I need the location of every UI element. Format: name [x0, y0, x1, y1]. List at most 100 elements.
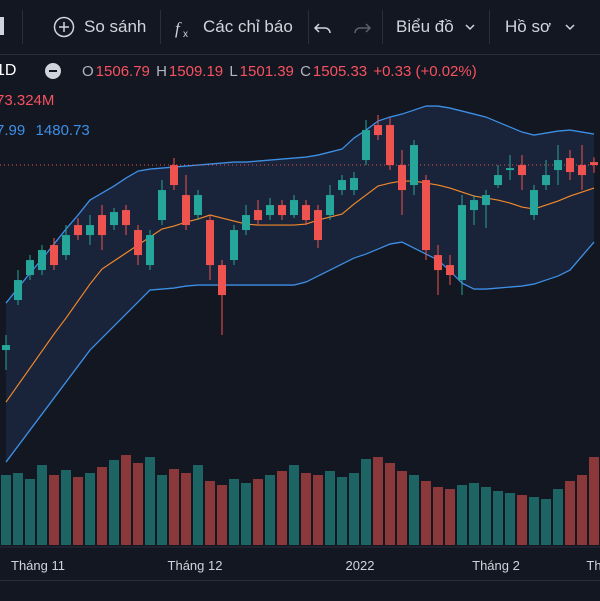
x-tick-label: Tháng 12: [168, 558, 223, 573]
interval: 1D: [0, 62, 17, 79]
compare-button[interactable]: So sánh: [84, 17, 147, 36]
volume-bar: [457, 485, 467, 545]
profile-button[interactable]: Hồ sơ: [505, 17, 552, 36]
candle-body: [410, 145, 418, 186]
volume-bar: [373, 457, 383, 545]
label: C: [300, 63, 311, 80]
indicator-icon: x: [183, 29, 188, 40]
caret: [565, 24, 575, 31]
label: O: [82, 63, 94, 80]
volume-bar: [109, 460, 119, 545]
volume-bar: [157, 475, 167, 545]
candle-body: [398, 165, 406, 191]
candle-body: [62, 235, 70, 256]
candle-body: [422, 180, 430, 251]
candle-body: [578, 165, 586, 176]
undo-icon[interactable]: [313, 23, 331, 34]
candle-body: [122, 210, 130, 226]
volume-bar: [589, 457, 599, 545]
candle-body: [518, 165, 526, 176]
candle-body: [50, 245, 58, 266]
candle-body: [86, 225, 94, 236]
candle-body: [446, 265, 454, 276]
chart-type-button[interactable]: Biểu đồ: [396, 17, 454, 36]
volume-bar: [265, 475, 275, 545]
candle-body: [386, 125, 394, 166]
bb-middle: [5, 180, 595, 403]
volume-bar: [565, 481, 575, 545]
volume-bar: [421, 481, 431, 545]
volume-bar: [289, 465, 299, 545]
volume-bar: [241, 483, 251, 545]
compare-icon[interactable]: [53, 16, 75, 38]
volume-bar: [205, 481, 215, 545]
candle-body: [542, 175, 550, 186]
candle-body: [530, 190, 538, 216]
volume-bar: [49, 475, 59, 545]
volume-bar: [493, 491, 503, 545]
candle-body: [134, 230, 142, 256]
volume-bar: [13, 473, 23, 545]
volume-bar: [25, 479, 35, 545]
volume-bar: [61, 470, 71, 545]
candle-body: [470, 200, 478, 211]
volume-bar: [145, 457, 155, 545]
volume-bar: [397, 471, 407, 545]
candle-body: [230, 230, 238, 261]
volume-bar: [481, 487, 491, 545]
volume-bar: [85, 473, 95, 545]
indicator-icon[interactable]: f: [175, 19, 182, 38]
candle-body: [338, 180, 346, 191]
bb-values: 7.99 1480.73: [0, 122, 92, 139]
separator: [489, 10, 490, 44]
volume-bar: [97, 467, 107, 545]
indicators-button[interactable]: Các chỉ báo: [203, 17, 293, 36]
toolbar: f x So sánh Các chỉ báo Biểu đồ Hồ sơ: [0, 0, 600, 55]
value: 1509.19: [168, 63, 224, 80]
value: 1505.33: [312, 63, 368, 80]
candle-body: [110, 212, 118, 226]
candle-body: [278, 205, 286, 216]
collapse-button[interactable]: [45, 63, 61, 79]
compare-icon: [59, 22, 69, 32]
candle-body: [194, 195, 202, 216]
candle-body: [314, 210, 322, 241]
volume-bar: [349, 473, 359, 545]
candle-body: [146, 235, 154, 266]
volume-bar: [37, 465, 47, 545]
candle-body: [170, 165, 178, 186]
candle-body: [158, 190, 166, 221]
icon: [0, 17, 4, 35]
separator: [382, 10, 383, 44]
value: 1480.73: [35, 122, 90, 139]
redo-icon[interactable]: [354, 23, 372, 34]
volume-bar: [433, 487, 443, 545]
candle-body: [182, 195, 190, 226]
candle-body: [218, 265, 226, 296]
volume-bar: [337, 477, 347, 545]
volume-bar: [445, 489, 455, 545]
ohlc-row: 1D: [0, 62, 18, 80]
volume-bar: [541, 499, 551, 545]
candle-body: [590, 162, 598, 165]
bb-lower: [5, 241, 595, 463]
band-fill: [6, 106, 594, 463]
ohlc: O 1506.79 H 1509.19 L 1501.39 C 1505.33 +0.3…: [82, 63, 479, 80]
x-tick-label: Tháng 11: [11, 558, 65, 573]
candle-body: [14, 280, 22, 301]
volume-bar: [505, 493, 515, 545]
volume-bar: [409, 475, 419, 545]
volume-bar: [1, 475, 11, 545]
candle-body: [566, 158, 574, 173]
candle-body: [434, 255, 442, 271]
candle-body: [494, 175, 502, 186]
candle-body: [2, 345, 10, 351]
candle-body: [38, 250, 46, 271]
bottom-bar: [0, 580, 600, 601]
candle-body: [326, 195, 334, 216]
candle-body: [350, 178, 358, 191]
value: 7.99: [0, 122, 26, 139]
caret: [465, 24, 475, 31]
volume-bar: [73, 477, 83, 545]
volume-bar: [121, 455, 131, 545]
